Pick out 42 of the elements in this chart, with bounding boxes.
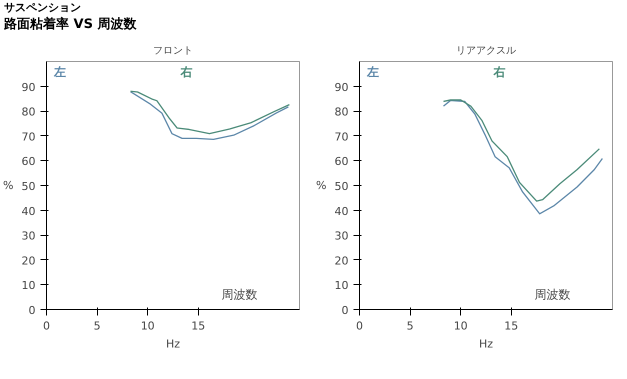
y-tick-label: 80: [334, 106, 349, 119]
text: 左: [366, 64, 380, 79]
x-axis-title: Hz: [478, 338, 494, 350]
x-tick-label: 10: [454, 320, 468, 332]
text: 路面粘着率 VS 周波数: [4, 16, 136, 34]
y-tick-label: 50: [22, 180, 36, 193]
y-tick-label: 0: [28, 304, 36, 317]
annotation: 周波数: [534, 288, 570, 302]
y-tick-label: 80: [22, 106, 36, 119]
x-tick-label: 10: [140, 320, 155, 332]
y-tick-label: 20: [334, 254, 349, 268]
text: 右: [180, 64, 193, 79]
x-tick-label: 5: [94, 320, 101, 332]
x-tick-label: 0: [43, 320, 50, 332]
y-tick-label: 20: [22, 254, 36, 268]
y-tick-label: 60: [334, 155, 349, 168]
y-tick-label: 10: [334, 279, 349, 292]
text: 右: [492, 64, 506, 79]
y-tick-label: 50: [334, 180, 349, 193]
y-axis-title: %: [316, 179, 327, 192]
text: 左: [53, 64, 66, 79]
y-tick-label: 40: [22, 204, 36, 218]
y-tick-label: 10: [22, 279, 36, 292]
y-tick-label: 30: [22, 230, 36, 243]
chart-title: リアアクスル: [456, 46, 516, 56]
y-tick-label: 30: [334, 230, 349, 243]
x-tick-label: 0: [356, 320, 363, 332]
y-tick-label: 70: [22, 130, 36, 144]
x-tick-label: 15: [191, 320, 206, 332]
y-tick-label: 90: [22, 80, 36, 94]
y-tick-label: 90: [334, 80, 349, 94]
y-tick-label: 60: [22, 155, 36, 168]
y-axis-title: %: [3, 179, 14, 192]
text: サスペンション: [4, 0, 81, 16]
x-tick-label: 5: [406, 320, 414, 332]
annotation: 周波数: [222, 288, 258, 302]
y-tick-label: 40: [334, 204, 349, 218]
x-axis-title: Hz: [166, 338, 180, 350]
chart-title: フロント: [153, 46, 193, 56]
x-tick-label: 15: [504, 320, 518, 332]
y-tick-label: 0: [342, 304, 348, 317]
y-tick-label: 70: [334, 130, 349, 144]
